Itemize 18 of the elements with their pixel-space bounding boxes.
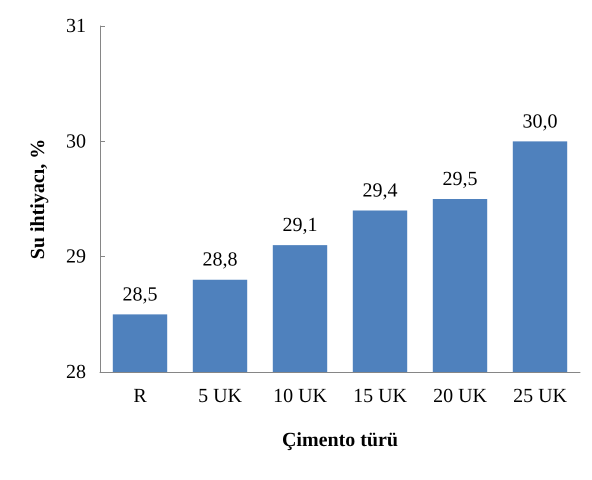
x-tick-label: 15 UK (353, 385, 408, 407)
x-tick-label: 25 UK (513, 385, 568, 407)
data-label: 28,5 (122, 283, 158, 306)
data-label: 30,0 (522, 110, 558, 132)
data-label: 28,8 (202, 248, 238, 271)
y-tick-label: 28 (66, 361, 86, 383)
data-label: 29,5 (442, 168, 478, 190)
data-label: 29,4 (362, 180, 398, 202)
y-tick-label: 29 (66, 246, 86, 268)
x-tick-label: 10 UK (273, 385, 328, 407)
y-axis-title: Su ihtiyacı, % (27, 138, 49, 260)
y-tick-label: 30 (66, 130, 86, 152)
x-axis-title: Çimento türü (282, 429, 398, 451)
data-label: 29,1 (282, 214, 318, 236)
y-tick-label: 31 (66, 15, 86, 37)
x-tick-label: R (133, 385, 148, 407)
x-tick-label: 5 UK (198, 385, 242, 407)
x-tick-label: 20 UK (433, 385, 488, 407)
